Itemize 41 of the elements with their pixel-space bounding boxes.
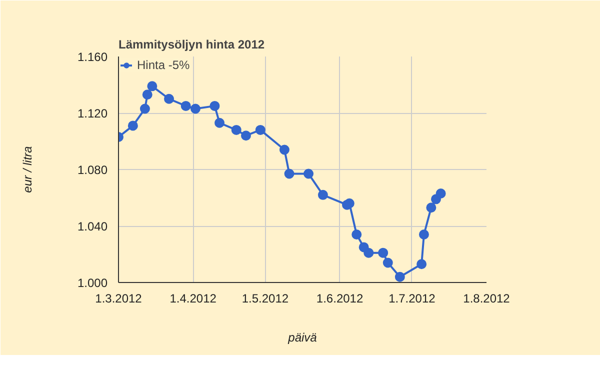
x-tick-label: 1.5.2012 — [242, 292, 289, 306]
y-tick-label: 1.160 — [77, 50, 108, 64]
point — [378, 248, 388, 258]
point — [164, 94, 174, 104]
y-axis-title: eur / litra — [20, 146, 34, 193]
point — [344, 198, 354, 208]
point — [426, 202, 436, 213]
point — [142, 90, 152, 100]
x-tick-label: 1.6.2012 — [316, 292, 364, 306]
point — [284, 168, 294, 179]
y-tick-label: 1.000 — [77, 276, 108, 290]
point — [394, 272, 405, 282]
point — [352, 229, 362, 240]
chart-title: Lämmitysöljyn hinta 2012 — [118, 38, 265, 52]
legend-label: Hinta -5% — [137, 58, 190, 72]
x-axis-title: päivä — [287, 330, 318, 344]
y-tick-label: 1.120 — [77, 106, 108, 120]
point — [436, 188, 446, 199]
y-tick-label: 1.040 — [77, 220, 108, 234]
x-tick-label: 1.8.2012 — [463, 292, 510, 306]
point — [364, 248, 374, 258]
point — [416, 259, 427, 270]
x-tick-label: 1.4.2012 — [170, 292, 217, 306]
point — [128, 120, 138, 131]
point — [240, 130, 251, 141]
point — [140, 104, 150, 114]
point — [418, 229, 429, 240]
point — [255, 124, 266, 135]
point — [231, 124, 242, 135]
point — [214, 118, 225, 128]
point — [210, 100, 220, 111]
x-tick-label: 1.3.2012 — [95, 292, 142, 306]
point — [279, 144, 290, 155]
point — [190, 104, 200, 114]
point — [318, 190, 328, 200]
point — [382, 258, 393, 268]
point — [304, 168, 314, 179]
point — [147, 81, 158, 92]
x-tick-label: 1.7.2012 — [388, 292, 436, 306]
point — [180, 100, 191, 111]
y-tick-label: 1.080 — [77, 163, 108, 177]
